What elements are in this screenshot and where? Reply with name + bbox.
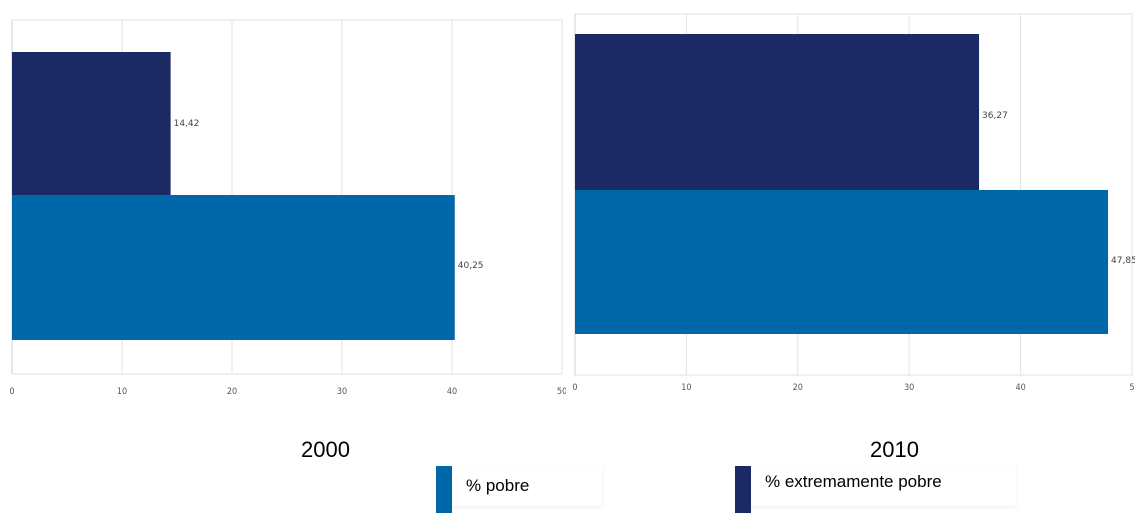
x-tick-label: 20 [793, 383, 803, 393]
x-tick-label: 10 [681, 383, 691, 393]
data-label: 47,85 [1111, 256, 1135, 266]
x-tick-label: 50 [557, 387, 567, 397]
bar [575, 190, 1109, 334]
chart-svg-2010: 0 10 20 30 40 5 36,27 47,85 [572, 13, 1135, 393]
x-tick-label: 10 [117, 387, 127, 397]
legend-label-extremamente-pobre: % extremamente pobre [765, 472, 942, 491]
chart-title-2010: 2010 [870, 437, 919, 462]
x-tick-label: 0 [9, 387, 14, 397]
x-tick-label: 20 [227, 387, 237, 397]
chart-panel-2000: 0 10 20 30 40 50 14,42 40,25 [0, 0, 568, 410]
x-tick-label: 0 [572, 383, 577, 393]
x-tick-label: 5 [1129, 383, 1134, 393]
chart-svg-2000: 0 10 20 30 40 50 14,42 40,25 [9, 19, 567, 397]
legend-item-extremamente-pobre: % extremamente pobre [735, 466, 1025, 513]
data-label: 36,27 [982, 111, 1008, 121]
data-label: 40,25 [458, 261, 484, 271]
legend-label-pobre: % pobre [466, 476, 530, 495]
x-tick-label: 40 [1015, 383, 1025, 393]
x-tick-label: 30 [904, 383, 914, 393]
bar [12, 52, 171, 195]
legend-box-pobre [452, 466, 602, 506]
bar [575, 34, 980, 190]
legend-item-pobre: % pobre [436, 466, 606, 513]
chart-title-2000: 2000 [301, 437, 350, 462]
chart-panel-2010: 0 10 20 30 40 5 36,27 47,85 [566, 0, 1135, 410]
legend-swatch-extremamente-pobre [735, 466, 751, 513]
x-tick-label: 40 [447, 387, 457, 397]
legend-box-extremamente-pobre [751, 466, 1016, 506]
legend-swatch-pobre [436, 466, 452, 513]
data-label: 14,42 [174, 119, 200, 129]
x-tick-label: 30 [337, 387, 347, 397]
bar [12, 195, 455, 340]
